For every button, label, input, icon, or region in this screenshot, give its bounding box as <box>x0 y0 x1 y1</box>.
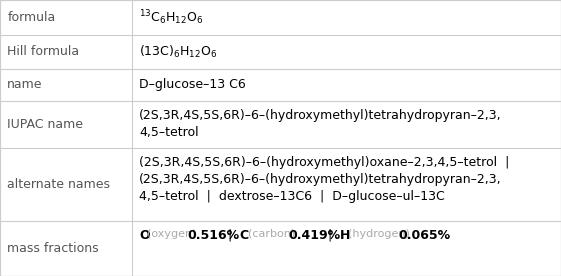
Text: mass fractions: mass fractions <box>7 242 99 255</box>
Text: C: C <box>240 229 249 242</box>
Text: formula: formula <box>7 11 56 24</box>
Text: IUPAC name: IUPAC name <box>7 118 83 131</box>
Text: Hill formula: Hill formula <box>7 45 80 58</box>
Text: $^{13}$C$_{6}$H$_{12}$O$_{6}$: $^{13}$C$_{6}$H$_{12}$O$_{6}$ <box>139 8 204 26</box>
Text: 0.516%: 0.516% <box>187 229 240 242</box>
Text: (oxygen): (oxygen) <box>147 229 196 239</box>
Text: (carbon): (carbon) <box>248 229 295 239</box>
Text: (2S,3R,4S,5S,6R)–6–(hydroxymethyl)oxane–2,3,4,5–tetrol  |
(2S,3R,4S,5S,6R)–6–(hy: (2S,3R,4S,5S,6R)–6–(hydroxymethyl)oxane–… <box>139 156 509 203</box>
Text: (hydrogen): (hydrogen) <box>348 229 410 239</box>
Text: alternate names: alternate names <box>7 178 111 191</box>
Text: name: name <box>7 78 43 91</box>
Text: H: H <box>341 229 351 242</box>
Text: (13C)$_{6}$H$_{12}$O$_{6}$: (13C)$_{6}$H$_{12}$O$_{6}$ <box>139 44 218 60</box>
Text: O: O <box>139 229 150 242</box>
Text: 0.065%: 0.065% <box>398 229 450 242</box>
Text: D–glucose–13 C6: D–glucose–13 C6 <box>139 78 246 91</box>
Text: 0.419%: 0.419% <box>288 229 341 242</box>
Text: |: | <box>223 229 236 242</box>
Text: |: | <box>324 229 337 242</box>
Text: (2S,3R,4S,5S,6R)–6–(hydroxymethyl)tetrahydropyran–2,3,
4,5–tetrol: (2S,3R,4S,5S,6R)–6–(hydroxymethyl)tetrah… <box>139 109 502 139</box>
